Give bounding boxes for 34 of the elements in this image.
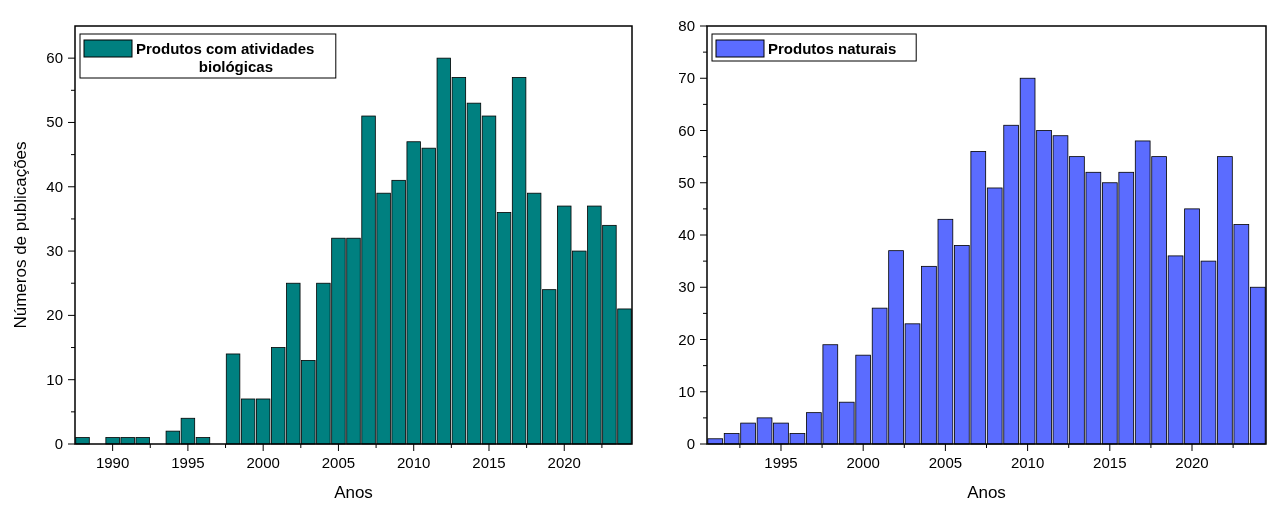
x-tick-label: 2000 bbox=[846, 454, 880, 471]
y-tick-label: 70 bbox=[678, 69, 695, 87]
y-tick-label: 80 bbox=[678, 17, 695, 34]
x-tick-label: 1995 bbox=[764, 454, 798, 471]
x-tick-label: 2010 bbox=[397, 454, 431, 471]
x-axis-title: Anos bbox=[967, 483, 1006, 502]
legend-label: Produtos com atividades biológicas bbox=[136, 40, 315, 75]
x-tick-label: 1990 bbox=[95, 454, 130, 471]
y-tick-label: 20 bbox=[46, 306, 63, 324]
y-tick-label: 50 bbox=[46, 113, 63, 131]
y-tick-label: 60 bbox=[678, 121, 695, 139]
y-tick-label: 0 bbox=[54, 435, 63, 452]
y-axis-title: Números de publicações bbox=[11, 141, 30, 329]
y-tick-label: 60 bbox=[46, 49, 63, 67]
x-tick-label: 2015 bbox=[472, 454, 506, 471]
legend-label: Produtos naturais bbox=[768, 40, 897, 57]
x-tick-label: 2005 bbox=[928, 454, 963, 471]
x-tick-label: 2005 bbox=[321, 454, 356, 471]
x-tick-label: 2000 bbox=[246, 454, 280, 471]
y-tick-label: 30 bbox=[678, 278, 695, 296]
y-tick-label: 30 bbox=[46, 242, 63, 260]
x-tick-label: 2015 bbox=[1093, 454, 1127, 471]
x-tick-label: 2010 bbox=[1010, 454, 1045, 471]
y-tick-label: 10 bbox=[678, 382, 695, 400]
y-tick-label: 40 bbox=[46, 177, 63, 195]
x-axis-title: Anos bbox=[334, 483, 373, 502]
x-tick-label: 2020 bbox=[1175, 454, 1209, 471]
y-tick-label: 50 bbox=[678, 173, 695, 191]
x-tick-label: 2020 bbox=[547, 454, 581, 471]
y-tick-label: 0 bbox=[686, 435, 695, 452]
y-tick-label: 10 bbox=[46, 370, 63, 388]
y-tick-label: 40 bbox=[678, 226, 695, 243]
y-tick-label: 20 bbox=[678, 330, 695, 348]
x-tick-label: 1995 bbox=[171, 454, 205, 471]
